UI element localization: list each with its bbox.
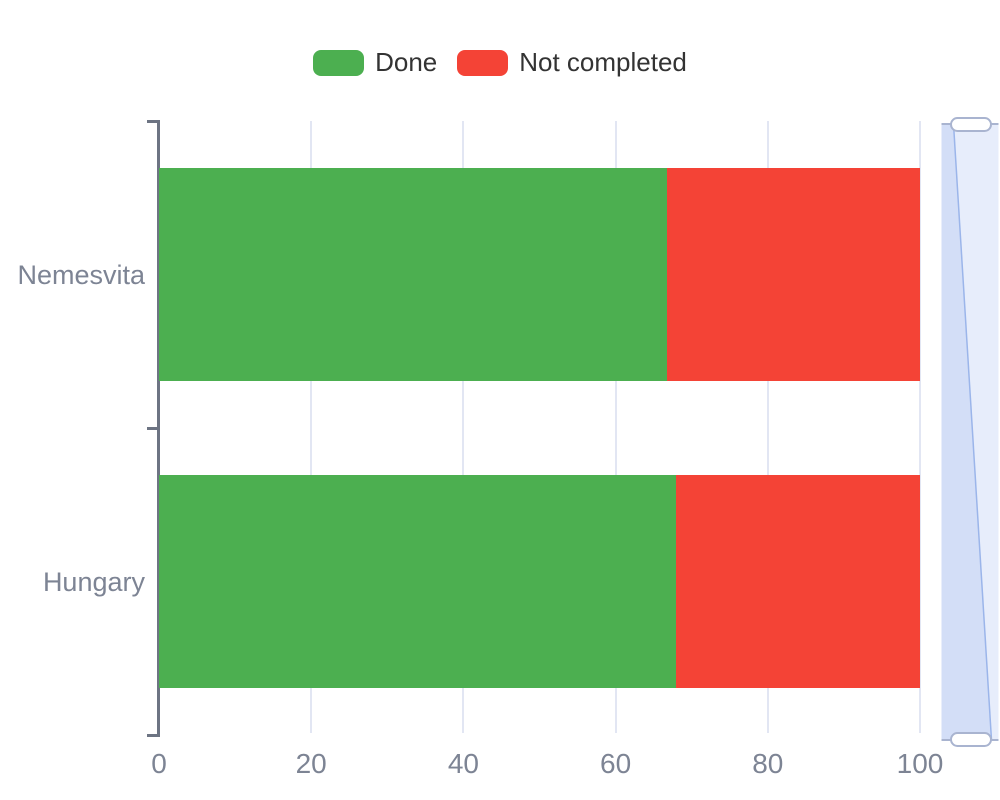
category-label: Nemesvita — [17, 259, 145, 290]
x-axis-label: 0 — [151, 748, 167, 779]
vertical-scrollbar[interactable] — [940, 116, 1000, 758]
legend-swatch — [313, 49, 365, 76]
bar-segment-done — [159, 475, 676, 688]
x-axis-label: 40 — [447, 748, 479, 779]
x-gridline — [310, 121, 313, 733]
legend-label: Done — [375, 47, 438, 77]
x-axis-label: 60 — [600, 748, 632, 779]
y-axis-tick — [147, 733, 160, 737]
x-gridline — [766, 121, 769, 733]
x-gridline — [462, 121, 465, 733]
scrollbar-preview-area — [941, 124, 992, 740]
legend-label: Not completed — [519, 47, 687, 77]
y-axis-tick — [147, 426, 160, 430]
scrollbar-preview-line — [952, 123, 993, 741]
x-axis-label: 100 — [896, 748, 944, 779]
y-axis-tick — [147, 119, 160, 123]
legend-item-not-completed[interactable]: Not completed — [457, 47, 687, 78]
x-gridline — [614, 121, 617, 733]
bar-segment-not-completed — [675, 475, 920, 688]
category-label: Hungary — [42, 566, 145, 597]
scrollbar-grip-bottom[interactable] — [950, 732, 992, 747]
x-axis-label: 80 — [752, 748, 784, 779]
legend: Done Not completed — [0, 47, 1000, 78]
x-gridline — [919, 121, 921, 733]
bar-segment-not-completed — [666, 168, 920, 381]
legend-swatch — [457, 49, 509, 76]
scrollbar-grip-top[interactable] — [950, 117, 992, 132]
legend-item-done[interactable]: Done — [313, 47, 437, 78]
bar-segment-done — [159, 168, 667, 381]
x-axis-label: 20 — [295, 748, 327, 779]
